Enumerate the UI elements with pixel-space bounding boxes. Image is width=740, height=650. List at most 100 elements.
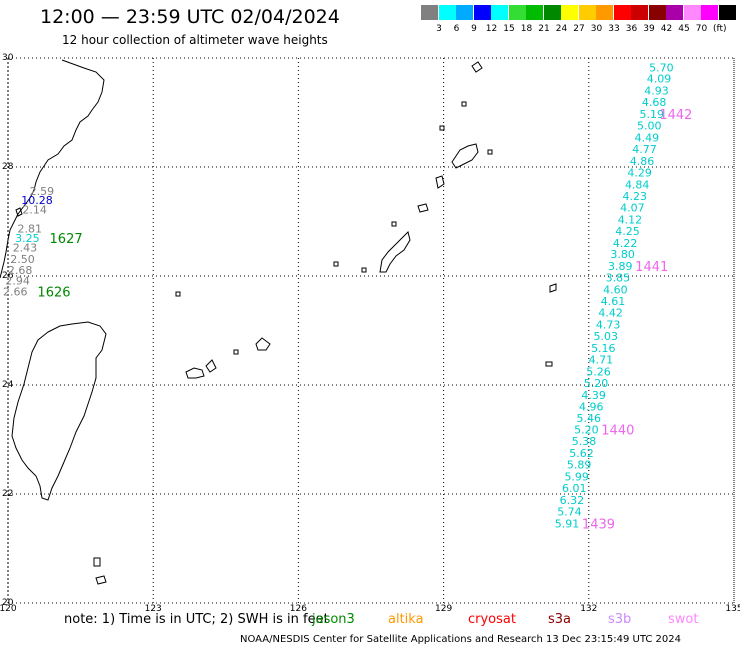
map-frame <box>7 57 735 604</box>
wave-height-value: 6.01 <box>562 482 587 495</box>
wave-height-value: 5.00 <box>637 120 662 133</box>
legend-tick: 12 <box>485 24 498 34</box>
wave-height-value: 4.39 <box>581 389 606 402</box>
wave-height-value: 4.23 <box>623 190 648 203</box>
wave-height-value: 4.60 <box>603 284 628 297</box>
islet-9 <box>439 125 445 131</box>
pass-time-label: 1440 <box>601 424 634 439</box>
satellite-s3b: s3b <box>608 612 632 627</box>
land-masses <box>0 59 557 585</box>
legend-tick: 18 <box>520 24 533 34</box>
wave-height-value: 4.07 <box>620 201 645 214</box>
wave-height-value: 5.89 <box>567 459 592 472</box>
wave-height-value: 4.42 <box>598 307 623 320</box>
legend-tick: 21 <box>538 24 550 34</box>
wave-height-value: 4.68 <box>642 96 667 109</box>
legend-unit: (ft) <box>713 24 727 34</box>
legend-tick: 45 <box>678 24 690 34</box>
legend-swatch <box>718 5 737 20</box>
iriomote-island <box>205 359 217 373</box>
legend-tick: 70 <box>695 24 708 34</box>
lon-tick-label: 126 <box>290 604 307 614</box>
legend-tick: 15 <box>503 24 515 34</box>
islet-6 <box>333 261 339 267</box>
lon-tick-label: 135 <box>725 604 740 614</box>
wave-height-value: 4.73 <box>596 319 621 332</box>
pass-time-label: 1442 <box>659 108 692 123</box>
wave-height-value: 4.77 <box>632 143 657 156</box>
pass-time-label: 1441 <box>635 260 668 275</box>
wave-height-value: 3.80 <box>610 248 635 261</box>
islet-11 <box>233 349 239 355</box>
wave-height-value: 5.91 <box>555 517 580 530</box>
pass-time-label: 1439 <box>582 517 615 532</box>
wave-height-value: 5.74 <box>557 505 582 518</box>
wave-height-value: 6.32 <box>560 494 585 507</box>
page-subtitle: 12 hour collection of altimeter wave hei… <box>62 33 328 47</box>
legend-tick: 33 <box>608 24 620 34</box>
wave-height-value: 4.09 <box>647 73 672 86</box>
islet-3 <box>417 203 429 213</box>
islet-10 <box>461 101 467 107</box>
legend-tick: 30 <box>590 24 603 34</box>
amami-island <box>451 143 479 169</box>
islet-5 <box>545 361 553 367</box>
wave-height-value: 4.71 <box>589 353 614 366</box>
wave-height-value: 5.26 <box>586 365 611 378</box>
lat-tick-label: 24 <box>2 380 14 390</box>
wave-height-value: 5.16 <box>591 342 616 355</box>
wave-height-value: 5.03 <box>593 330 618 343</box>
wave-height-value: 4.29 <box>627 166 652 179</box>
wave-height-value: 4.84 <box>625 178 650 191</box>
lat-tick-label: 30 <box>2 53 14 63</box>
islet-14 <box>15 207 23 217</box>
map-grid <box>7 57 735 604</box>
wave-height-value: 4.49 <box>635 132 660 145</box>
wave-height-value: 2.50 <box>10 253 35 266</box>
wave-height-value: 5.19 <box>639 108 664 121</box>
pass-time-label: 1627 <box>50 232 83 247</box>
lat-tick-label: 26 <box>2 271 14 281</box>
wave-height-value: 2.66 <box>3 285 28 298</box>
miyako-island <box>255 337 271 351</box>
wave-height-value: 10.28 <box>21 194 53 207</box>
okinawa-island <box>379 231 411 273</box>
lon-tick-label: 123 <box>145 604 162 614</box>
wave-height-value: 4.12 <box>618 213 643 226</box>
yakushima-island <box>471 61 483 73</box>
islet-2 <box>95 575 107 585</box>
islet-7 <box>361 267 367 273</box>
taiwan-coast <box>11 321 107 501</box>
wave-height-value: 2.68 <box>8 264 33 277</box>
wave-height-value: 2.43 <box>13 242 38 255</box>
wave-height-value: 5.20 <box>584 377 609 390</box>
wave-height-value: 4.22 <box>613 237 638 250</box>
islet-13 <box>391 221 397 227</box>
footer-credit: NOAA/NESDIS Center for Satellite Applica… <box>240 634 682 645</box>
legend-tick: 36 <box>625 24 638 34</box>
legend-tick: 9 <box>471 24 477 34</box>
wave-height-value: 5.99 <box>564 471 589 484</box>
wave-height-value: 3.85 <box>606 272 631 285</box>
wave-height-value: 2.81 <box>18 223 43 236</box>
wave-height-value: 2.94 <box>5 274 30 287</box>
wave-height-value: 4.93 <box>644 85 669 98</box>
lon-tick-label: 120 <box>0 604 17 614</box>
legend-tick: 3 <box>436 24 442 34</box>
legend-tick: 24 <box>555 24 568 34</box>
islet-8 <box>487 149 493 155</box>
tokunoshima-island <box>435 175 445 189</box>
wave-height-value: 4.25 <box>615 225 640 238</box>
wave-height-value: 5.38 <box>572 435 597 448</box>
pass-time-label: 1626 <box>37 285 70 300</box>
wave-height-value: 4.96 <box>579 400 604 413</box>
islet-12 <box>175 291 181 297</box>
satellite-s3a: s3a <box>548 612 572 627</box>
wave-height-value: 5.46 <box>577 412 602 425</box>
satellite-jason3: jason3 <box>312 612 355 627</box>
legend-tick: 6 <box>453 24 460 34</box>
islet-1 <box>93 557 101 567</box>
wave-height-value: 5.62 <box>569 447 594 460</box>
wave-height-value: 2.59 <box>30 185 55 198</box>
